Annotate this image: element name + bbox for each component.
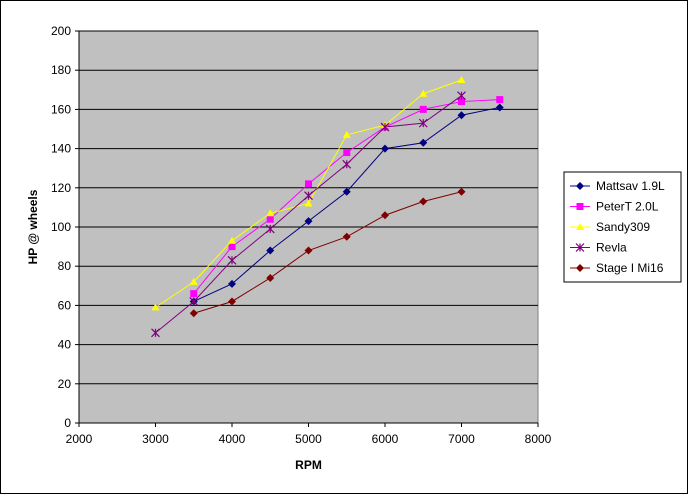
legend-item: Stage I Mi16 (570, 261, 664, 275)
data-point (151, 303, 160, 311)
legend-item: PeterT 2.0L (570, 200, 659, 214)
data-point (304, 199, 313, 207)
data-point (304, 217, 313, 226)
legend-item: Sandy309 (570, 220, 650, 234)
data-point (228, 236, 236, 244)
data-point (576, 182, 584, 190)
data-point (576, 223, 584, 230)
data-point (457, 187, 466, 196)
data-point (189, 309, 198, 318)
y-tick-label: 40 (58, 338, 72, 352)
data-point (419, 105, 427, 113)
data-point (228, 243, 236, 251)
data-point (418, 118, 428, 128)
data-point (266, 209, 275, 217)
data-point (305, 180, 312, 188)
x-tick-label: 6000 (372, 432, 399, 446)
series-5 (189, 187, 466, 318)
x-tick-label: 5000 (295, 432, 322, 446)
data-point (576, 203, 584, 210)
legend: Mattsav 1.9L PeterT 2.0L Sandy309 Revla Stag… (563, 171, 682, 283)
x-tick-label: 4000 (219, 432, 246, 446)
data-point (266, 215, 274, 223)
y-tick-label: 100 (51, 220, 71, 234)
y-tick-label: 60 (58, 298, 72, 312)
x-tick-label: 2000 (66, 432, 93, 446)
legend-label: Stage I Mi16 (596, 261, 664, 275)
data-point (575, 243, 585, 252)
legend-label: PeterT 2.0L (596, 200, 659, 214)
data-point (576, 264, 584, 272)
axes: 0 20 40 60 80 100 120 140 160 180 200 2000 3000 4000 5… (51, 24, 552, 446)
data-point (419, 197, 428, 206)
legend-item: Mattsav 1.9L (570, 179, 665, 193)
series-lines (151, 76, 504, 338)
data-point (457, 111, 466, 120)
series-4 (151, 91, 466, 338)
data-point (342, 159, 352, 169)
x-axis-title: RPM (295, 458, 322, 472)
data-point (189, 277, 198, 285)
data-point (342, 232, 351, 241)
series-line (193, 191, 462, 314)
data-point (190, 290, 198, 298)
legend-item: Revla (570, 241, 627, 255)
y-tick-label: 160 (51, 102, 71, 116)
x-tick-label: 8000 (525, 432, 552, 446)
data-point (457, 76, 466, 83)
y-tick-label: 80 (58, 259, 72, 273)
data-point (228, 297, 236, 306)
data-point (419, 138, 428, 147)
data-point (266, 273, 275, 282)
legend-label: Sandy309 (596, 220, 650, 234)
data-point (458, 98, 465, 106)
data-point (266, 246, 275, 255)
data-point (419, 89, 428, 97)
data-point (381, 211, 389, 220)
data-point (457, 91, 466, 101)
data-point (342, 187, 351, 196)
data-point (342, 130, 351, 138)
data-point (228, 279, 236, 288)
y-axis-title: HP @ wheels (26, 189, 40, 264)
x-tick-label: 7000 (448, 432, 475, 446)
data-point (496, 96, 504, 104)
x-tick-label: 3000 (142, 432, 169, 446)
y-tick-label: 20 (58, 377, 72, 391)
y-tick-label: 200 (51, 24, 71, 38)
data-point (304, 246, 313, 255)
y-tick-label: 140 (51, 142, 71, 156)
data-point (381, 144, 389, 153)
data-point (151, 328, 160, 338)
data-point (189, 297, 199, 306)
series-3 (151, 76, 466, 311)
legend-label: Mattsav 1.9L (596, 179, 665, 193)
data-point (495, 103, 504, 112)
data-point (380, 122, 390, 132)
data-point (227, 255, 237, 265)
data-point (265, 224, 275, 234)
legend-box (563, 171, 682, 283)
data-point (304, 191, 313, 201)
y-tick-label: 0 (64, 416, 71, 430)
y-tick-label: 120 (51, 181, 71, 195)
y-tick-label: 180 (51, 63, 71, 77)
legend-label: Revla (596, 241, 627, 255)
data-point (343, 149, 351, 157)
